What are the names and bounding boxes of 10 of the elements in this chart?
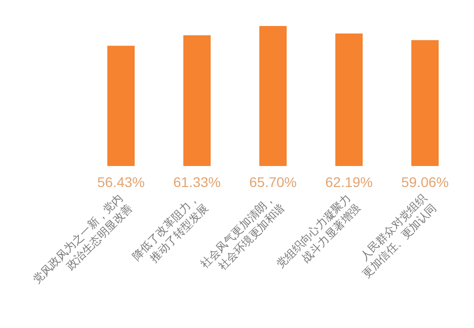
bar [183, 35, 211, 166]
data-label: 61.33% [173, 174, 221, 190]
bar [411, 40, 439, 166]
bar [107, 46, 135, 166]
data-label: 56.43% [97, 174, 145, 190]
bar [259, 26, 287, 166]
bar [335, 33, 363, 166]
data-label: 65.70% [249, 174, 297, 190]
data-label: 59.06% [401, 174, 449, 190]
data-label: 62.19% [325, 174, 373, 190]
